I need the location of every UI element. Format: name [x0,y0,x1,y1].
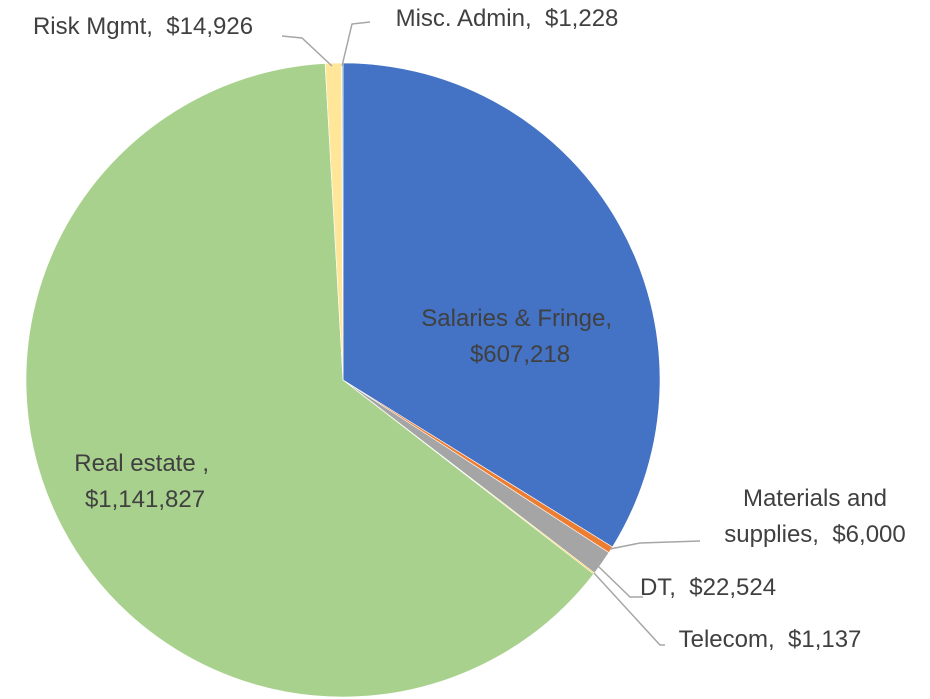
category-label: Materials and supplies, [724,485,888,548]
data-label: Risk Mgmt, $14,926 [33,9,253,45]
category-label: Salaries & Fringe, [421,305,613,332]
value-label: $1,137 [787,626,862,653]
pie-slice [342,62,661,548]
leader-line [341,21,371,67]
value-label: $1,141,827 [84,486,206,513]
data-label: DT, $22,524 [640,570,776,606]
category-label: Telecom, [678,626,775,653]
category-label: DT, [639,574,676,601]
value-label: $6,000 [832,521,906,548]
leader-line [597,565,643,598]
pie-slice [25,63,595,698]
data-label: Real estate , $1,141,827 [50,446,240,518]
category-label: Real estate , [74,450,210,477]
category-label: Misc. Admin, [395,5,532,32]
leader-line [593,572,665,646]
data-label: Salaries & Fringe, $607,218 [400,301,640,373]
leader-line [609,540,701,550]
value-label: $1,228 [544,5,619,32]
leader-line [281,35,333,67]
data-label: Misc. Admin, $1,228 [396,1,619,37]
value-label: $607,218 [469,341,571,368]
value-label: $22,524 [689,574,777,601]
data-label: Materials and supplies, $6,000 [708,481,923,553]
category-label: Risk Mgmt, [32,13,153,40]
data-label: Telecom, $1,137 [679,622,862,658]
value-label: $14,926 [166,13,254,40]
